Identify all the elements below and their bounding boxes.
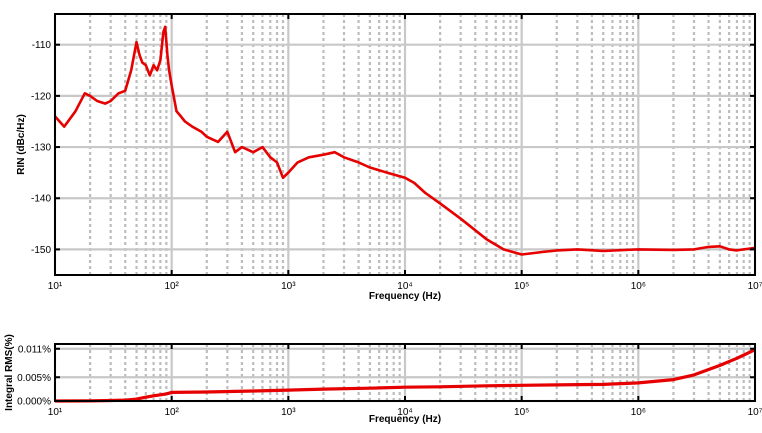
x-tick-label: 10⁵ [514, 407, 529, 418]
y-axis-label: Integral RMS(%) [4, 334, 15, 411]
data-series-line [54, 25, 756, 256]
x-tick-label: 10⁴ [397, 281, 412, 292]
y-tick-label: 0.000% [17, 397, 51, 408]
plot-panel-1: 10¹ 10² 10³ 10⁴ 10⁵ 10⁶ 10⁷ -150 -140 -130 -120 -11… [16, 13, 762, 302]
x-tick-label: 10² [164, 281, 179, 292]
y-tick-label: 0.005% [17, 373, 51, 384]
plot-panel-2: 10¹ 10² 10³ 10⁴ 10⁵ 10⁶ 10⁷ 0.000% 0.005% 0.011% F… [4, 334, 762, 425]
x-tick-label: 10⁷ [748, 407, 762, 418]
y-axis-label: RIN (dBc/Hz) [16, 114, 27, 175]
data-series-line [54, 348, 756, 403]
x-tick-label: 10⁴ [397, 407, 412, 418]
x-tick-label: 10³ [281, 281, 296, 292]
y-tick-label: -120 [31, 91, 51, 102]
y-tick-label: -130 [31, 143, 51, 154]
y-tick-label: -110 [32, 40, 52, 51]
grid-lines [53, 14, 757, 275]
x-tick-label: 10¹ [48, 407, 63, 418]
x-tick-label: 10⁵ [514, 281, 529, 292]
y-tick-label: -140 [31, 194, 51, 205]
x-tick-label: 10¹ [48, 281, 63, 292]
x-tick-label: 10⁶ [631, 281, 646, 292]
y-tick-label: 0.011% [18, 344, 51, 355]
x-tick-label: 10³ [281, 407, 296, 418]
x-axis-label: Frequency (Hz) [369, 414, 441, 425]
x-tick-label: 10² [164, 407, 179, 418]
y-tick-label: -150 [31, 245, 51, 256]
x-tick-label: 10⁷ [748, 281, 762, 292]
x-tick-label: 10⁶ [631, 407, 646, 418]
x-axis-label: Frequency (Hz) [369, 291, 441, 302]
